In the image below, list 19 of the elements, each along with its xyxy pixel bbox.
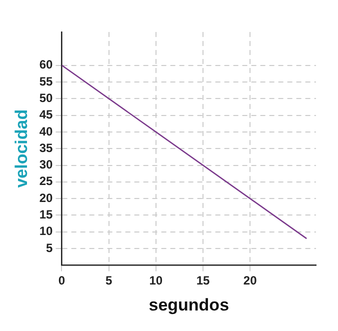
y-tick-label: 35	[39, 140, 54, 155]
y-tick-label: 50	[39, 90, 54, 105]
x-tick-label: 20	[243, 274, 258, 288]
y-tick-label: 25	[39, 174, 54, 188]
y-tick-label: 5	[46, 240, 54, 255]
y-tick-label: 30	[39, 158, 54, 172]
x-tick-label: 15	[196, 274, 210, 288]
x-tick-label: 5	[105, 274, 112, 288]
x-tick-label: 10	[149, 274, 163, 288]
y-tick-label: 10	[39, 224, 54, 238]
y-tick-label: 15	[39, 208, 54, 222]
x-tick-label: 0	[58, 274, 66, 288]
y-axis-title: velocidad	[12, 109, 31, 188]
y-tick-label: 55	[39, 74, 54, 88]
y-tick-label: 20	[39, 190, 54, 205]
y-tick-label: 60	[39, 58, 54, 72]
y-tick-label: 40	[39, 124, 54, 138]
y-tick-label: 45	[39, 108, 54, 122]
x-axis-title: segundos	[148, 295, 230, 314]
